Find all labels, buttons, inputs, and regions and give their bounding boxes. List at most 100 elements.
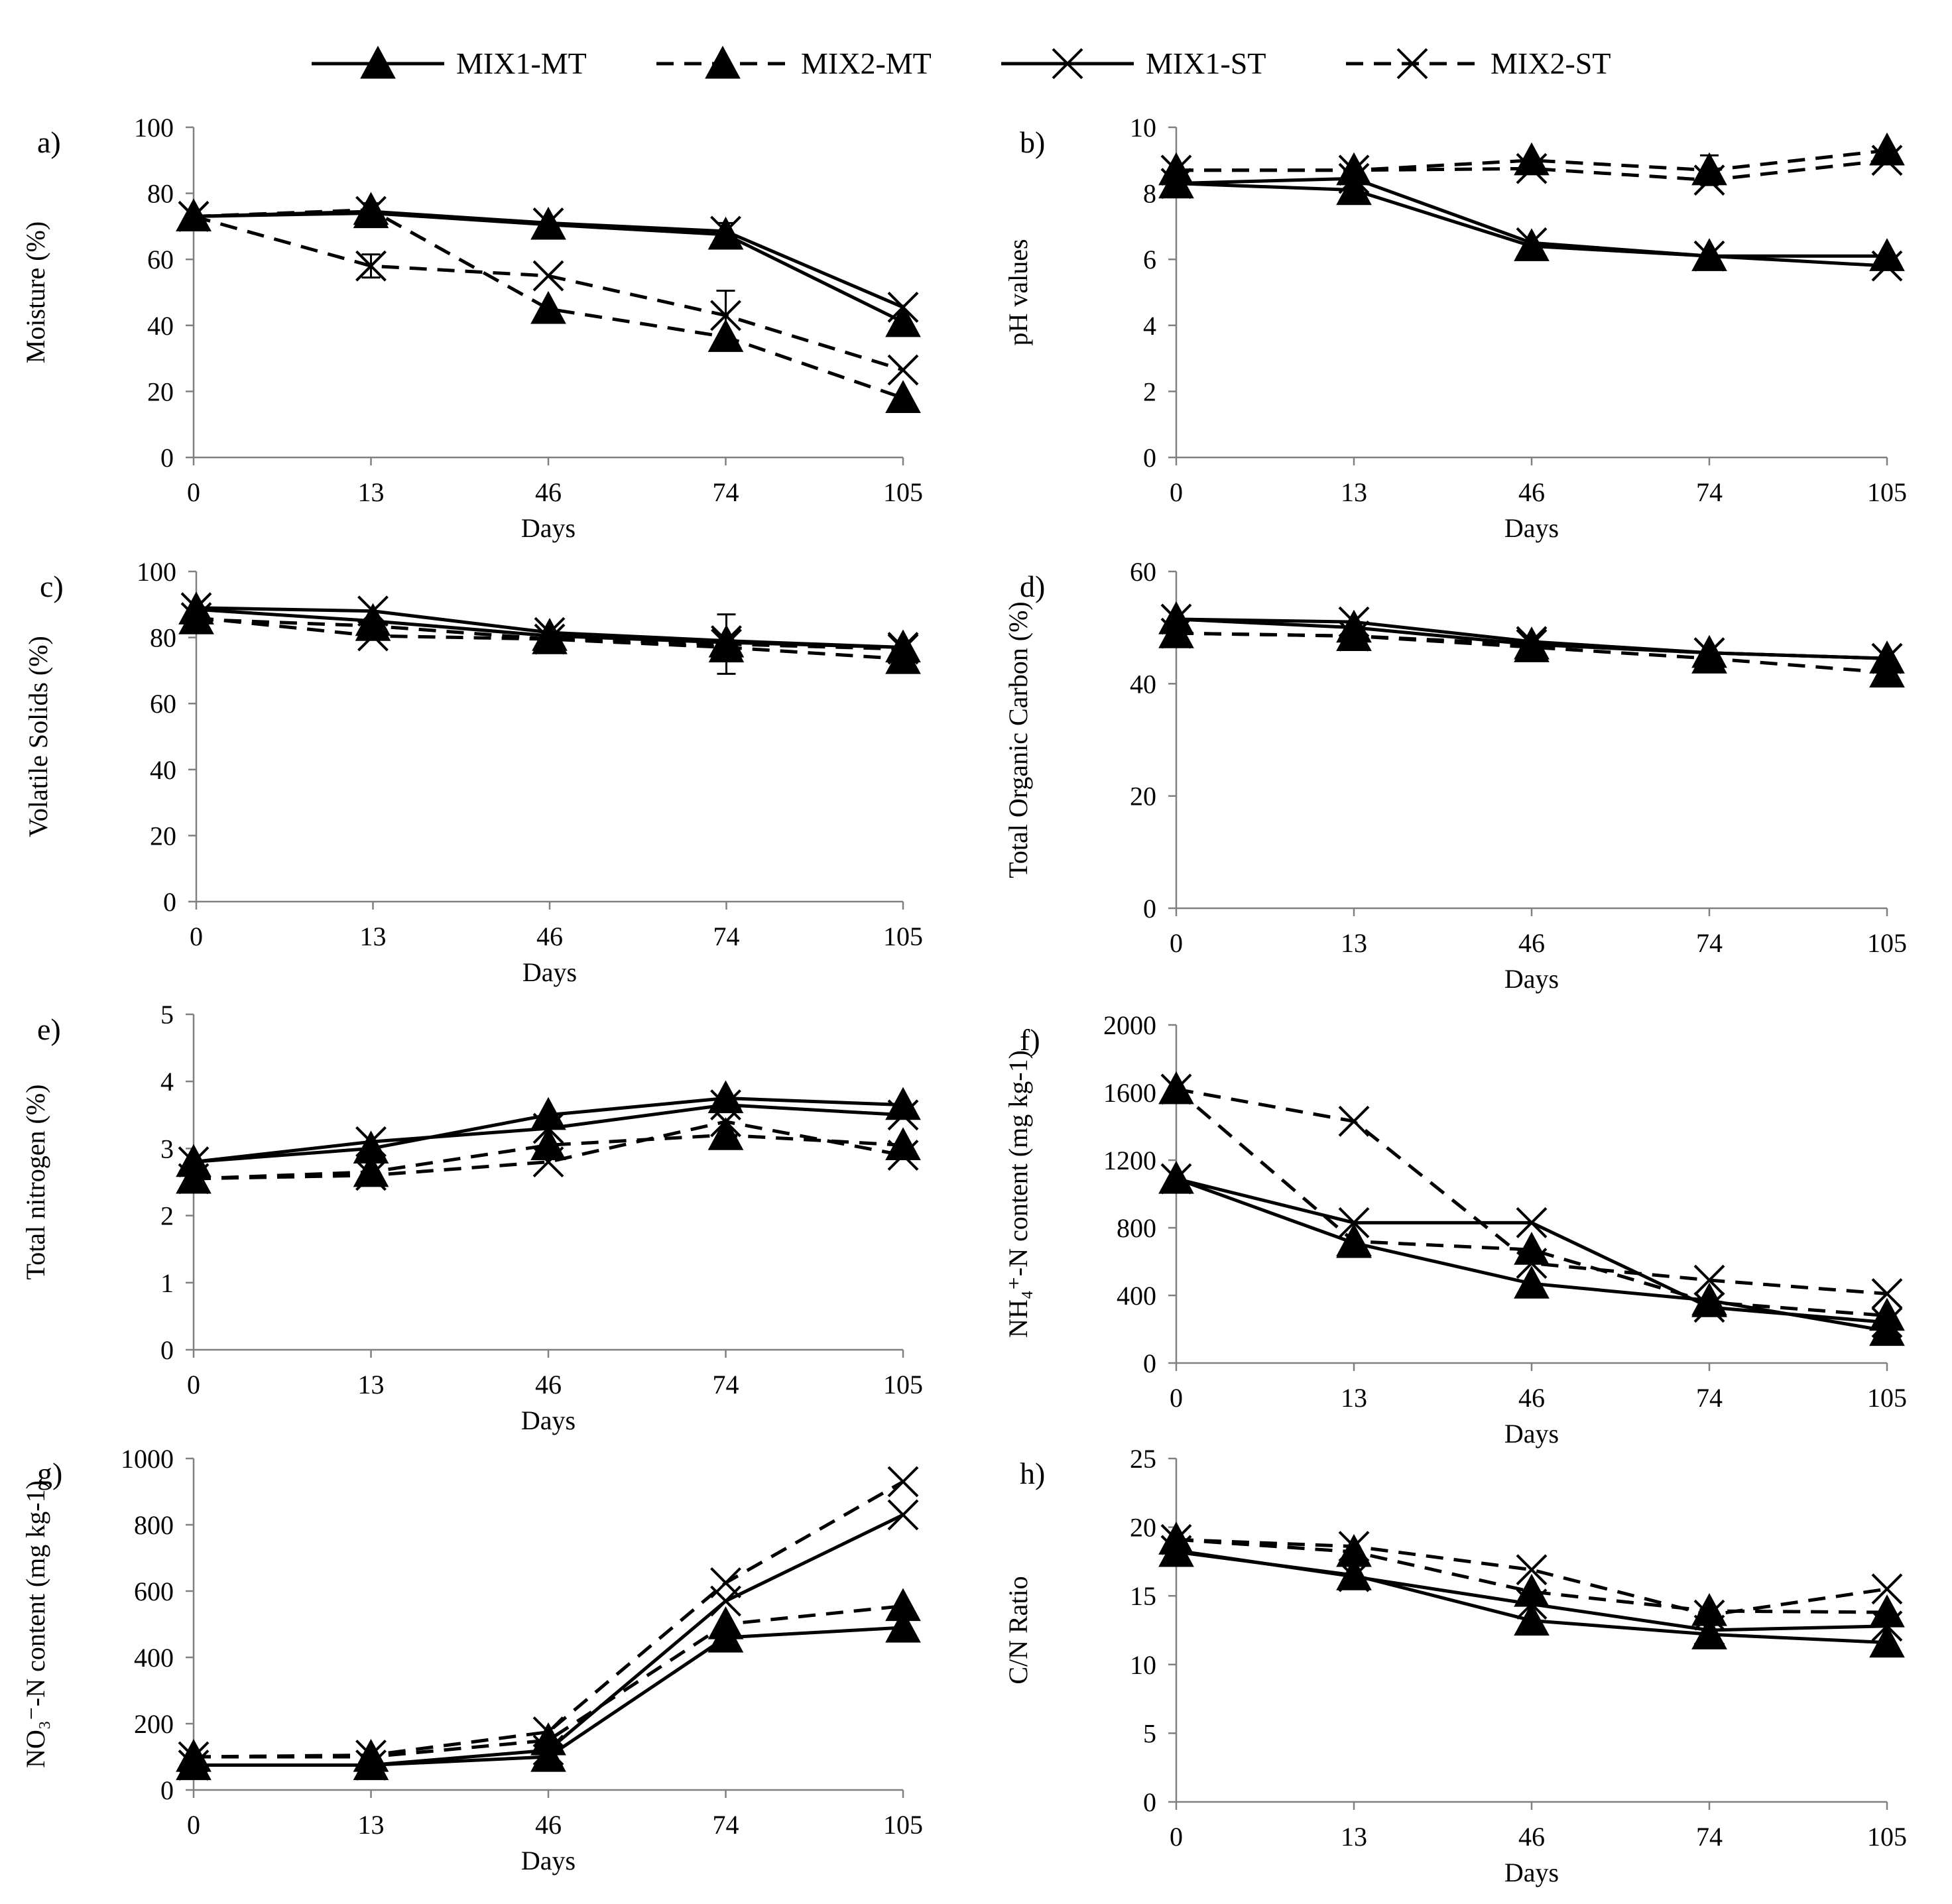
y-axis-label: Total Organic Carbon (%) bbox=[1003, 601, 1033, 878]
data-point-mix1-st bbox=[1693, 240, 1725, 272]
x-tick-label: 46 bbox=[536, 922, 563, 951]
x-tick-label: 0 bbox=[1170, 1822, 1183, 1852]
data-point-mix1-st bbox=[710, 1089, 741, 1121]
data-point-mix1-st bbox=[887, 1099, 919, 1131]
data-point-mix2-st bbox=[532, 1716, 564, 1748]
x-tick-label: 105 bbox=[883, 1810, 923, 1840]
data-point-mix2-st bbox=[1160, 617, 1192, 649]
y-tick-label: 800 bbox=[134, 1510, 174, 1540]
series-line-mix2-st bbox=[1176, 631, 1888, 660]
data-point-mix2-st bbox=[1871, 145, 1903, 176]
y-tick-label: 80 bbox=[150, 623, 176, 653]
data-point-mix2-st bbox=[1160, 154, 1192, 186]
data-point-mix1-st bbox=[1516, 227, 1548, 259]
chart-panel-f: 0 400 800 1200 1600 2000 0 13 46 74 105 Days NH₄⁺-N … bbox=[1003, 1010, 1907, 1449]
y-tick-label: 8 bbox=[1143, 179, 1156, 209]
y-tick-label: 20 bbox=[1130, 1513, 1156, 1543]
x-axis-label: Days bbox=[521, 1405, 576, 1435]
series-line-mix2-st bbox=[193, 215, 904, 372]
y-tick-label: 40 bbox=[147, 311, 174, 341]
data-point-mix1-st bbox=[1338, 1561, 1370, 1592]
data-point-mix2-mt bbox=[1336, 1533, 1372, 1567]
y-tick-label: 2 bbox=[160, 1201, 174, 1231]
data-point-mix2-st bbox=[1871, 642, 1903, 674]
y-tick-label: 400 bbox=[1117, 1281, 1156, 1311]
series-line-mix2-st bbox=[1176, 1537, 1888, 1617]
x-tick-label: 13 bbox=[358, 1810, 385, 1840]
data-point-mix2-st bbox=[1871, 1573, 1903, 1605]
series-mix2-mt bbox=[176, 1588, 921, 1772]
data-point-mix2-st bbox=[1160, 1073, 1192, 1105]
data-point-mix1-st bbox=[532, 208, 564, 239]
data-point-mix1-st bbox=[887, 291, 919, 323]
data-point-mix2-mt bbox=[353, 192, 389, 225]
x-axis-label: Days bbox=[521, 1846, 576, 1875]
data-point-mix2-mt bbox=[1336, 1223, 1372, 1256]
data-point-mix1-st bbox=[1338, 1207, 1370, 1238]
y-tick-label: 1200 bbox=[1103, 1146, 1156, 1175]
y-tick-label: 10 bbox=[1130, 1650, 1156, 1680]
y-tick-label: 40 bbox=[150, 755, 176, 785]
series-line-mix2-mt bbox=[196, 617, 904, 661]
y-tick-label: 3 bbox=[160, 1134, 174, 1163]
data-point-mix2-mt bbox=[707, 1606, 744, 1639]
series-line-mix2-mt bbox=[1176, 1537, 1888, 1614]
panel-label: g) bbox=[37, 1457, 62, 1490]
data-point-mix2-st bbox=[355, 1160, 387, 1191]
y-axis-label: NH₄⁺-N content (mg kg-1) bbox=[1003, 1050, 1033, 1338]
data-point-mix2-st bbox=[178, 201, 210, 232]
data-point-mix2-st bbox=[887, 354, 919, 386]
chart-panel-a: 0 20 40 60 80 100 0 13 46 74 105 Days Moisture (%) a) bbox=[21, 113, 923, 543]
x-tick-label: 105 bbox=[1867, 1822, 1907, 1852]
chart-panel-h: 0 5 10 15 20 25 0 13 46 74 105 Days C/N Ratio h) bbox=[1003, 1444, 1907, 1887]
x-tick-label: 0 bbox=[190, 922, 203, 951]
data-point-mix2-st bbox=[180, 602, 212, 634]
y-tick-label: 6 bbox=[1143, 245, 1156, 274]
y-tick-label: 200 bbox=[134, 1709, 174, 1739]
x-tick-label: 0 bbox=[1170, 1383, 1183, 1413]
data-point-mix1-st bbox=[1160, 603, 1192, 635]
panel-label: b) bbox=[1020, 125, 1045, 159]
data-point-mix1-st bbox=[710, 215, 741, 247]
data-point-mix1-st bbox=[1871, 1307, 1903, 1339]
data-point-mix2-mt bbox=[1691, 1592, 1727, 1626]
legend-item: MIX1-ST bbox=[1001, 46, 1266, 80]
data-point-mix2-st bbox=[1516, 1248, 1548, 1279]
chart-panel-d: 0 20 40 60 0 13 46 74 105 Days Total Organic Carbo… bbox=[1003, 557, 1907, 994]
legend-triangle-marker bbox=[705, 45, 741, 79]
x-tick-label: 105 bbox=[883, 477, 923, 507]
data-point-mix2-mt bbox=[530, 290, 566, 324]
x-tick-label: 13 bbox=[1341, 928, 1367, 958]
y-tick-label: 20 bbox=[147, 377, 174, 406]
series-mix1-st bbox=[1160, 1163, 1903, 1339]
data-point-mix1-mt bbox=[885, 1609, 921, 1643]
data-point-mix2-st bbox=[1516, 628, 1548, 660]
series-mix1-st bbox=[1160, 162, 1903, 282]
data-point-mix1-mt bbox=[1869, 1624, 1905, 1658]
x-tick-label: 46 bbox=[1518, 928, 1545, 958]
series-mix2-mt bbox=[1158, 132, 1905, 186]
y-tick-label: 0 bbox=[1143, 443, 1156, 473]
data-point-mix2-st bbox=[887, 1140, 919, 1171]
y-tick-label: 0 bbox=[160, 1775, 174, 1805]
x-tick-label: 74 bbox=[713, 1370, 739, 1399]
series-mix2-st bbox=[178, 1466, 919, 1773]
legend-label: MIX2-MT bbox=[801, 46, 932, 80]
data-point-mix2-st bbox=[887, 633, 919, 665]
data-point-mix2-st bbox=[711, 628, 742, 660]
x-tick-label: 13 bbox=[358, 1370, 385, 1399]
legend-item: MIX1-MT bbox=[312, 45, 587, 80]
series-line-mix2-mt bbox=[193, 1133, 904, 1181]
y-tick-label: 0 bbox=[160, 443, 174, 473]
x-tick-label: 74 bbox=[1696, 1822, 1723, 1852]
y-tick-label: 40 bbox=[1130, 669, 1156, 699]
data-point-mix2-st bbox=[1338, 1531, 1370, 1563]
x-tick-label: 105 bbox=[1867, 1383, 1907, 1413]
chart-panel-e: 0 1 2 3 4 5 0 13 46 74 105 Days Total nitrogen (%) e) bbox=[21, 1000, 923, 1435]
x-tick-label: 46 bbox=[1518, 477, 1545, 507]
legend: MIX1-MT MIX2-MT MIX1-ST MIX2-ST bbox=[312, 45, 1611, 80]
series-mix2-st bbox=[1160, 145, 1903, 196]
y-tick-label: 1 bbox=[160, 1268, 174, 1298]
data-point-mix2-st bbox=[1160, 1523, 1192, 1555]
